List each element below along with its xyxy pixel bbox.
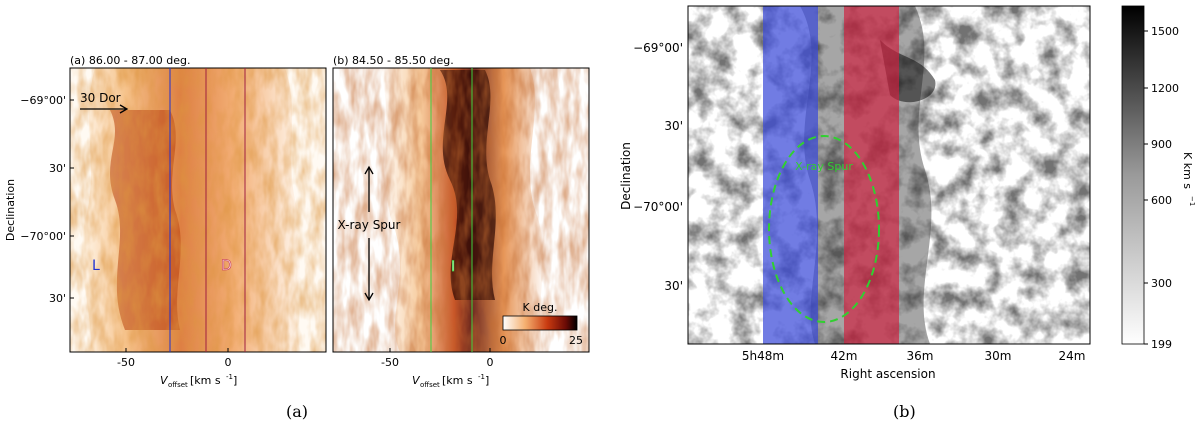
svg-text:-1: -1 [226, 373, 233, 381]
ytick-a-4: 30' [49, 292, 66, 305]
svg-text:V: V [160, 374, 169, 387]
caption-a: (a) [286, 402, 309, 421]
svg-text:−1: −1 [1188, 196, 1196, 206]
map-frame [687, 5, 1091, 345]
svg-text:K km s: K km s [1181, 152, 1194, 189]
map-xlabel: Right ascension [840, 367, 935, 381]
map-ylabel: Declination [619, 142, 633, 210]
map-xtick-5: 24m [1059, 349, 1086, 363]
xtick-b-1: -50 [381, 356, 399, 369]
ytick-a-2: 30' [49, 162, 66, 175]
xtick-b-2: 0 [487, 356, 494, 369]
svg-text:[km s: [km s [442, 374, 473, 387]
colorbar-gray-tick-1200: 1200 [1151, 82, 1179, 95]
band-blue [763, 6, 818, 344]
map-image [688, 6, 1090, 344]
ellipse-label: X-ray Spur [795, 160, 853, 173]
ytick-a-1: −69°00' [20, 94, 66, 107]
colorbar-gray-tick-1500: 1500 [1151, 25, 1179, 38]
colorbar-gray-label: K km s −1 [1181, 152, 1196, 206]
map-xtick-1: 5h48m [742, 349, 784, 363]
map-xtick-4: 30m [985, 349, 1012, 363]
colorbar-kdeg-tick-0: 0 [500, 334, 507, 347]
colorbar-gray [1121, 5, 1145, 345]
svg-text:offset: offset [420, 381, 440, 389]
band-red [844, 6, 899, 344]
region-label-l: L [92, 258, 100, 274]
subpanel-a-title: (a) 86.00 - 87.00 deg. [70, 54, 191, 67]
subpanel-a-frame [69, 67, 327, 353]
svg-text:offset: offset [168, 381, 188, 389]
subpanel-a-ylabel: Declination [4, 179, 17, 241]
colorbar-kdeg [502, 315, 578, 331]
region-label-i: I [451, 259, 455, 275]
arrow-label-xray-spur: X-ray Spur [338, 218, 401, 232]
arrow-xray-spur [364, 165, 374, 302]
subpanel-a-xlabel: V offset [km s -1 ] [160, 373, 237, 389]
subpanel-b-xlabel: V offset [km s -1 ] [412, 373, 489, 389]
colorbar-gray-tick-600: 600 [1151, 194, 1172, 207]
colorbar-kdeg-label: K deg. [523, 301, 558, 314]
xtick-a-1: -50 [117, 356, 135, 369]
ytick-a-3: −70°00' [20, 230, 66, 243]
colorbar-kdeg-tick-25: 25 [569, 334, 583, 347]
subpanel-b-image [333, 68, 589, 352]
svg-text:]: ] [233, 374, 237, 387]
colorbar-gray-tick-900: 900 [1151, 138, 1172, 151]
svg-text:]: ] [485, 374, 489, 387]
subpanel-b-title: (b) 84.50 - 85.50 deg. [333, 54, 454, 67]
map-xtick-2: 42m [831, 349, 858, 363]
map-ytick-1: −69°00' [633, 41, 683, 55]
colorbar-gray-tick-300: 300 [1151, 277, 1172, 290]
subpanel-a-image [70, 68, 326, 352]
colorbar-gray-tick-199: 199 [1151, 338, 1172, 351]
map-xtick-3: 36m [907, 349, 934, 363]
region-label-d: D [221, 258, 232, 274]
xtick-a-2: 0 [225, 356, 232, 369]
map-ytick-2: 30' [664, 119, 683, 133]
svg-text:[km s: [km s [190, 374, 221, 387]
arrow-30dor [80, 104, 129, 114]
map-ytick-3: −70°00' [633, 200, 683, 214]
svg-text:-1: -1 [478, 373, 485, 381]
arrow-label-30dor: 30 Dor [80, 91, 121, 105]
svg-text:V: V [412, 374, 421, 387]
map-ytick-4: 30' [664, 279, 683, 293]
xray-spur-ellipse [768, 135, 880, 323]
caption-b: (b) [893, 402, 916, 421]
subpanel-b-frame [332, 67, 590, 353]
